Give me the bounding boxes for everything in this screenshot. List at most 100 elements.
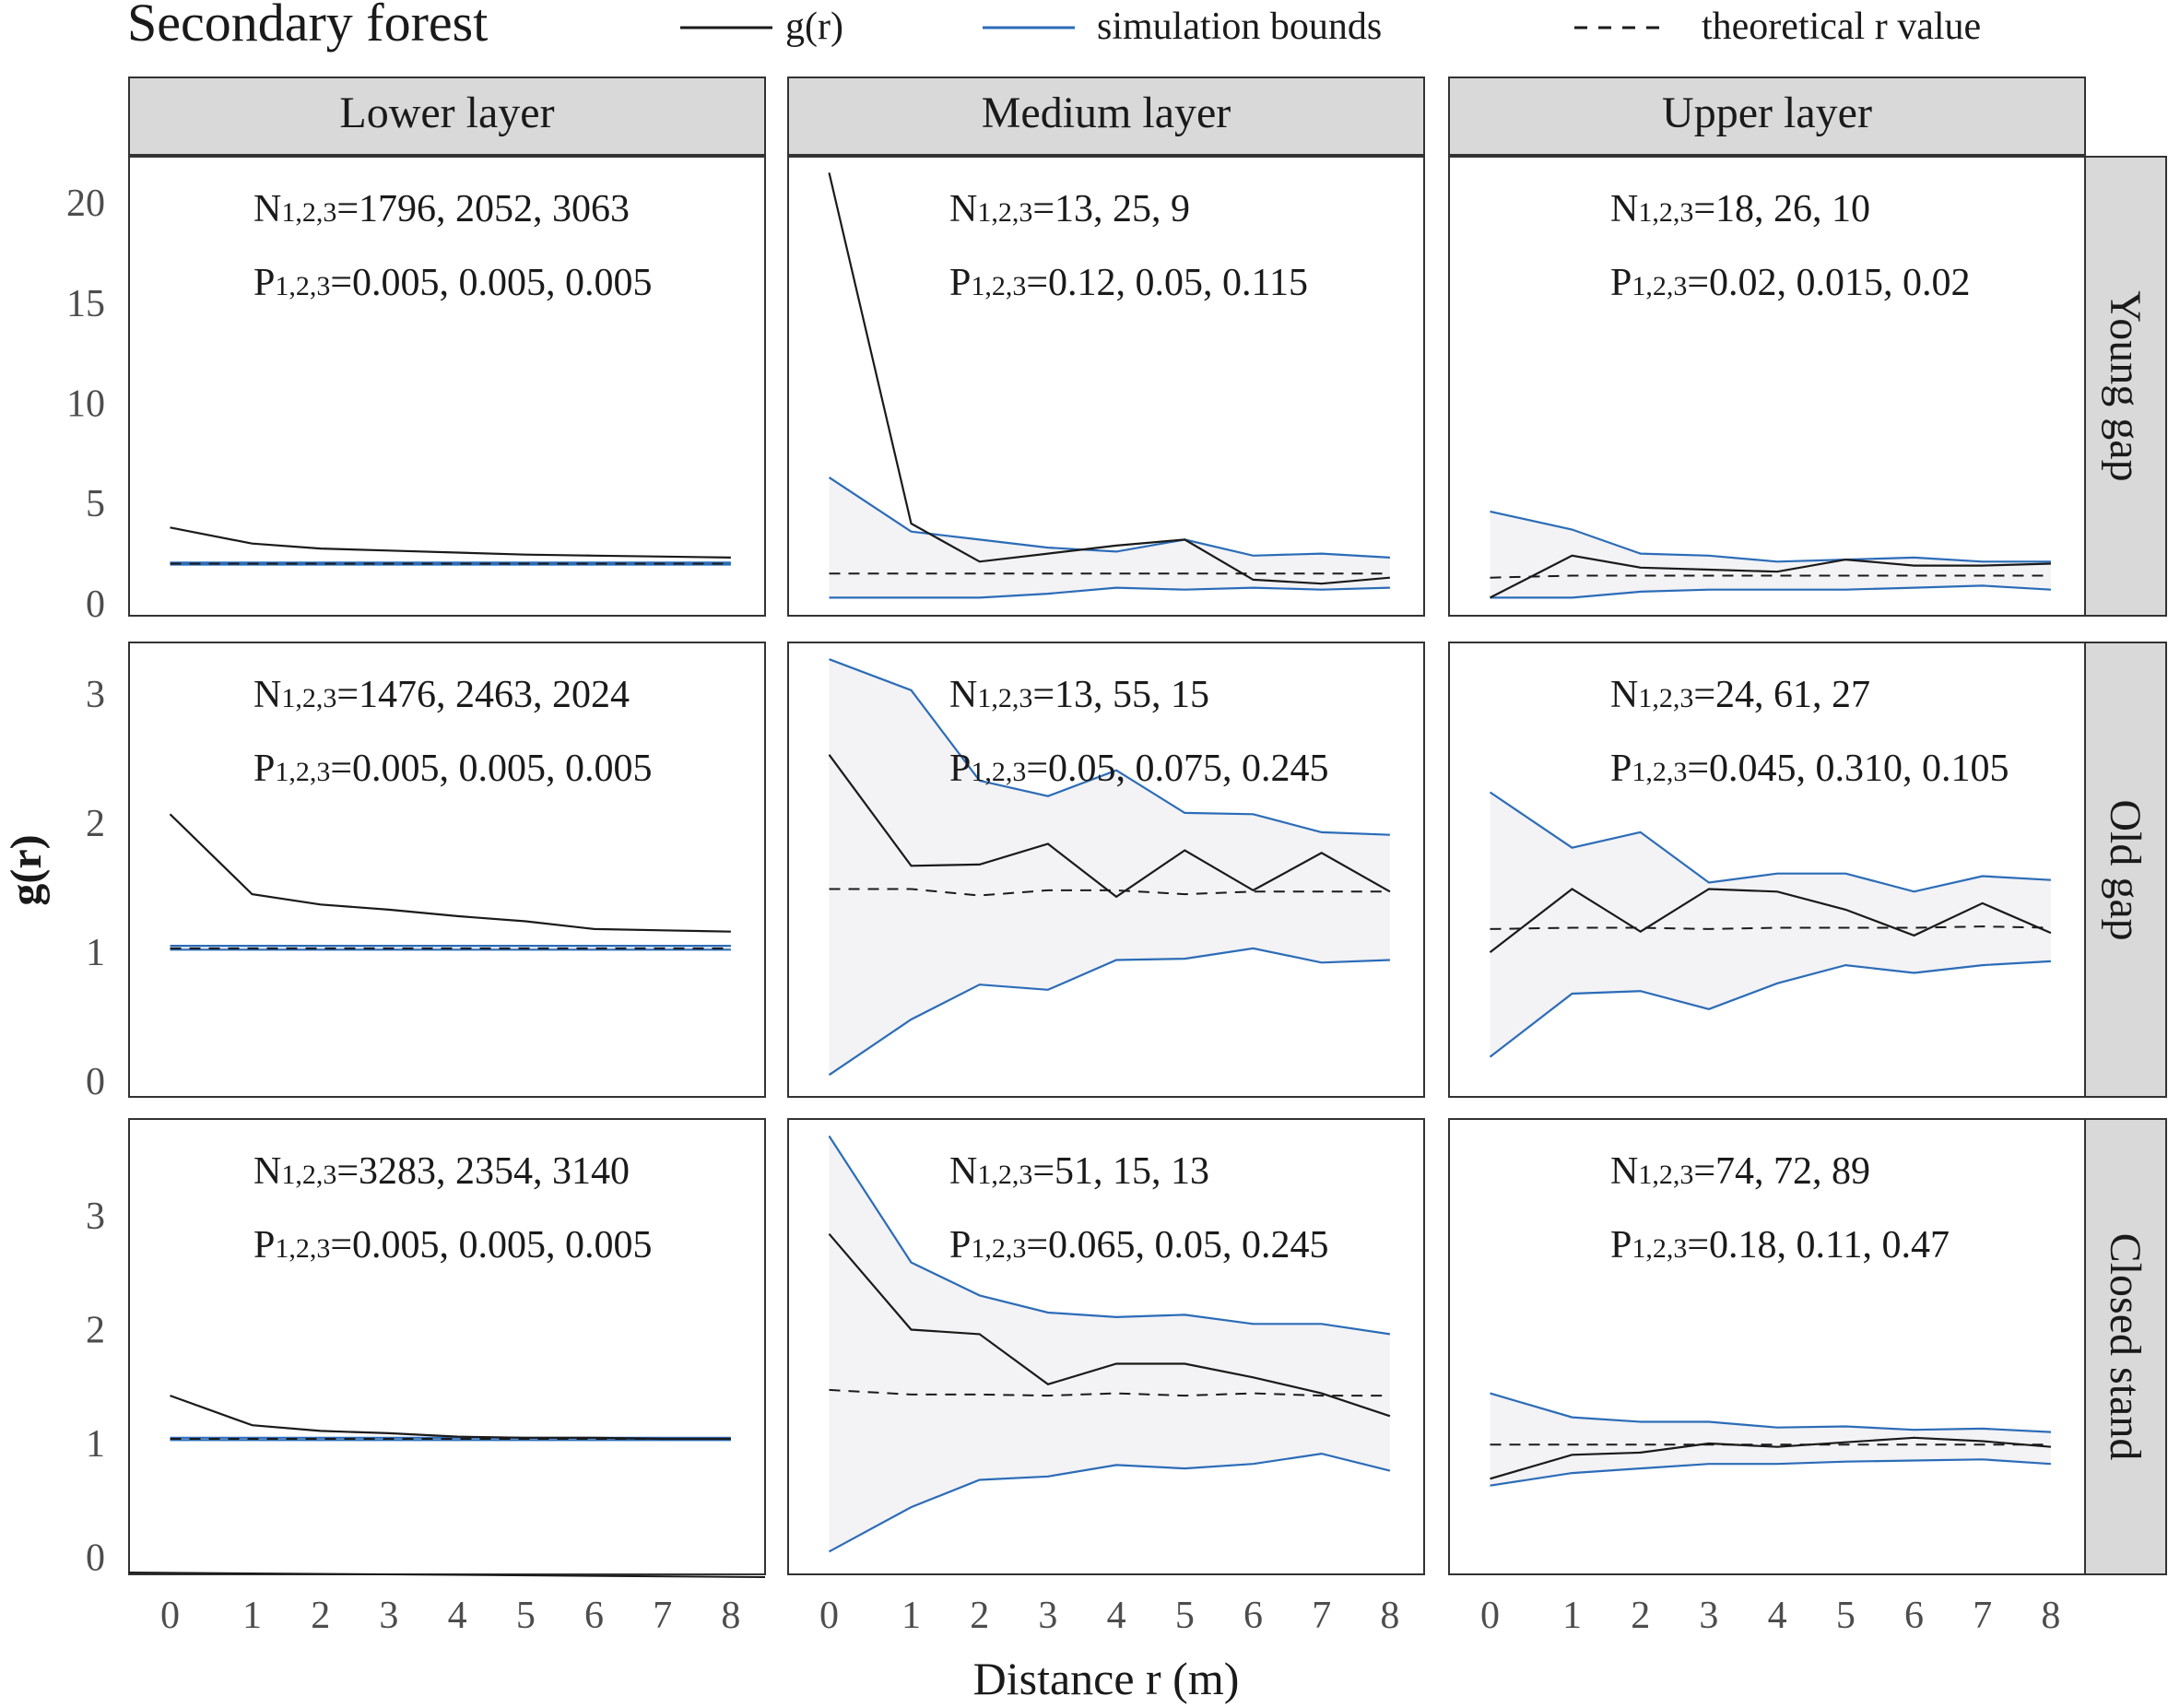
observed-g-r-line — [828, 1232, 1391, 1418]
y-tick-label: 20 — [66, 183, 105, 225]
p-label: P1,2,3=0.12, 0.05, 0.115 — [949, 262, 1308, 304]
observed-g-r-line — [828, 754, 1391, 899]
x-tick-label: 8 — [2041, 1595, 2060, 1637]
upper-bound-line — [1490, 1392, 2051, 1433]
lower-bound-line — [828, 1452, 1391, 1553]
strip-young-gap-label: Young gap — [2101, 290, 2150, 481]
p-label: P1,2,3=0.02, 0.015, 0.02 — [1610, 262, 1971, 304]
strip-closed-stand — [2084, 1118, 2167, 1575]
x-tick-label: 1 — [242, 1595, 262, 1637]
x-axis-upper-layer: 0 1 2 3 4 5 6 7 8 — [1480, 1595, 2060, 1637]
upper-bound-line — [1490, 510, 2051, 563]
x-tick-label: 3 — [1699, 1595, 1718, 1637]
x-tick-label: 3 — [379, 1595, 398, 1637]
x-tick-label: 0 — [1480, 1595, 1500, 1637]
n-label: N1,2,3=1796, 2052, 3063 — [253, 188, 630, 230]
x-tick-label: 5 — [1175, 1595, 1195, 1637]
n-label: N1,2,3=13, 25, 9 — [949, 188, 1190, 230]
n-label: N1,2,3=13, 55, 15 — [949, 674, 1209, 716]
strip-upper-layer — [1448, 77, 2086, 156]
n-label: N1,2,3=1476, 2463, 2024 — [253, 674, 630, 716]
panel-closed-stand-medium-layer: N1,2,3=51, 15, 13 P1,2,3=0.065, 0.05, 0.2… — [787, 1118, 1425, 1575]
lower-bound-line — [1490, 1458, 2051, 1487]
y-tick-label: 1 — [86, 1423, 105, 1466]
x-tick-label: 4 — [1107, 1595, 1126, 1637]
y-tick-label: 3 — [86, 1196, 105, 1238]
legend: g(r) simulation bounds theoretical r val… — [680, 6, 1981, 48]
theoretical-line — [1490, 574, 2051, 579]
x-tick-label: 2 — [970, 1595, 989, 1637]
y-tick-label: 5 — [86, 483, 105, 525]
x-tick-label: 2 — [311, 1595, 330, 1637]
strip-old-gap — [2084, 642, 2167, 1098]
panel-old-gap-lower-layer: N1,2,3=1476, 2463, 2024 P1,2,3=0.005, 0.0… — [128, 642, 766, 1098]
upper-bound-line — [829, 658, 1390, 836]
y-tick-label: 2 — [86, 1309, 105, 1351]
theoretical-line — [829, 888, 1390, 897]
p-label: P1,2,3=0.05, 0.075, 0.245 — [949, 748, 1329, 790]
panel-young-gap-lower-layer: N1,2,3=1796, 2052, 3063 P1,2,3=0.005, 0.0… — [128, 156, 766, 617]
y-axis-old-gap: 0 1 2 3 — [86, 674, 105, 1103]
panel-young-gap-medium-layer: N1,2,3=13, 25, 9 P1,2,3=0.12, 0.05, 0.115 — [787, 156, 1425, 617]
simulation-envelope — [829, 477, 1390, 598]
x-tick-label: 5 — [1836, 1595, 1856, 1637]
x-tick-label: 7 — [653, 1595, 672, 1637]
panel-frame — [1448, 1118, 2086, 1575]
x-tick-label: 3 — [1038, 1595, 1057, 1637]
strip-closed-stand-label: Closed stand — [2101, 1233, 2150, 1461]
p-label: P1,2,3=0.065, 0.05, 0.245 — [949, 1224, 1329, 1266]
panel-young-gap-upper-layer: N1,2,3=18, 26, 10 P1,2,3=0.02, 0.015, 0.0… — [1448, 156, 2086, 617]
y-tick-label: 1 — [86, 932, 105, 974]
p-label: P1,2,3=0.045, 0.310, 0.105 — [1610, 748, 2009, 790]
y-tick-label: 10 — [66, 383, 105, 425]
x-axis-baseline — [128, 1572, 766, 1578]
x-axis-medium-layer: 0 1 2 3 4 5 6 7 8 — [819, 1595, 1399, 1637]
y-tick-label: 0 — [86, 1061, 105, 1103]
legend-bounds-label: simulation bounds — [1097, 6, 1382, 48]
strip-lower-layer-label: Lower layer — [339, 88, 554, 137]
y-tick-label: 15 — [66, 283, 105, 325]
strip-medium-layer-label: Medium layer — [982, 88, 1231, 137]
x-tick-label: 6 — [584, 1595, 604, 1637]
x-tick-label: 1 — [901, 1595, 921, 1637]
panel-old-gap-upper-layer: N1,2,3=24, 61, 27 P1,2,3=0.045, 0.310, 0.… — [1448, 642, 2086, 1098]
strip-medium-layer — [787, 77, 1425, 156]
observed-g-r-line — [828, 172, 1390, 585]
row-strips: Young gap Old gap Closed stand — [2084, 156, 2167, 1575]
x-tick-label: 8 — [1380, 1595, 1399, 1637]
strip-upper-layer-label: Upper layer — [1662, 88, 1872, 137]
x-axis-title: Distance r (m) — [973, 1653, 1240, 1704]
observed-g-r-line — [1489, 888, 2052, 953]
simulation-envelope — [829, 659, 1390, 1076]
x-tick-label: 7 — [1312, 1595, 1331, 1637]
p-label: P1,2,3=0.005, 0.005, 0.005 — [253, 262, 653, 304]
y-tick-label: 2 — [86, 803, 105, 845]
x-tick-label: 6 — [1904, 1595, 1924, 1637]
legend-observed-label: g(r) — [785, 6, 843, 48]
y-tick-label: 0 — [86, 1537, 105, 1579]
n-label: N1,2,3=3283, 2354, 3140 — [253, 1150, 630, 1193]
p-label: P1,2,3=0.18, 0.11, 0.47 — [1610, 1224, 1950, 1266]
upper-bound-line — [1489, 791, 2051, 893]
theoretical-line — [1490, 925, 2051, 930]
theoretical-line — [829, 1388, 1390, 1397]
observed-g-r-line — [170, 1395, 731, 1441]
y-tick-label: 0 — [86, 583, 105, 626]
strip-lower-layer — [128, 77, 766, 156]
observed-g-r-line — [1489, 554, 2051, 599]
panel-old-gap-medium-layer: N1,2,3=13, 55, 15 P1,2,3=0.05, 0.075, 0.2… — [787, 642, 1425, 1098]
lower-bound-line — [828, 947, 1390, 1077]
n-label: N1,2,3=24, 61, 27 — [1610, 674, 1870, 716]
upper-bound-line — [828, 1135, 1391, 1336]
y-axis-title: g(r) — [2, 834, 51, 905]
x-tick-label: 0 — [819, 1595, 839, 1637]
simulation-envelope — [1490, 1393, 2051, 1486]
lower-bound-line — [1489, 960, 2051, 1058]
n-label: N1,2,3=51, 15, 13 — [949, 1150, 1209, 1193]
x-tick-label: 2 — [1631, 1595, 1650, 1637]
x-tick-label: 1 — [1562, 1595, 1582, 1637]
lower-bound-line — [1490, 584, 2051, 599]
x-tick-label: 8 — [721, 1595, 740, 1637]
n-label: N1,2,3=18, 26, 10 — [1610, 188, 1870, 230]
